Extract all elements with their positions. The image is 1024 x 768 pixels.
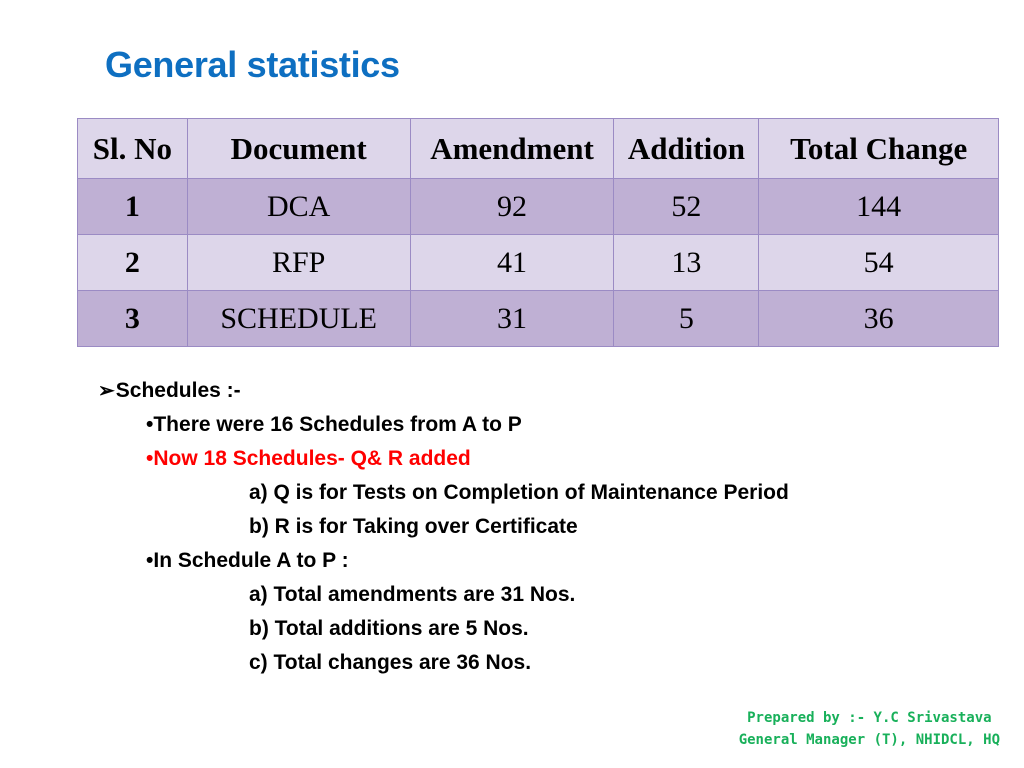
cell-total-change: 36 [758, 290, 999, 347]
note-subitem: b) R is for Taking over Certificate [249, 515, 578, 538]
note-subitem: a) Total amendments are 31 Nos. [249, 583, 576, 606]
header-document: Document [186, 118, 411, 179]
note-item: •In Schedule A to P : [98, 544, 789, 578]
table-row: 1 DCA 92 52 144 [77, 178, 999, 235]
cell-amendment: 31 [409, 290, 615, 347]
header-sl-no: Sl. No [77, 118, 188, 179]
table-header-row: Sl. No Document Amendment Addition Total… [77, 118, 999, 179]
cell-addition: 13 [613, 234, 760, 291]
note-text: There were 16 Schedules from A to P [153, 413, 522, 436]
schedules-heading: ➢Schedules :- [98, 374, 789, 408]
cell-sl-no: 2 [77, 234, 188, 291]
author-footer: Prepared by :- Y.C Srivastava General Ma… [739, 707, 1000, 751]
table-row: 3 SCHEDULE 31 5 36 [77, 290, 999, 347]
cell-document: DCA [186, 178, 411, 235]
table-row: 2 RFP 41 13 54 [77, 234, 999, 291]
footer-prepared-by: Prepared by :- Y.C Srivastava [747, 710, 992, 726]
cell-addition: 5 [613, 290, 760, 347]
bullet-icon: • [146, 549, 154, 572]
bullet-icon: • [146, 447, 154, 470]
schedules-heading-text: Schedules :- [115, 379, 241, 402]
note-item-highlight: •Now 18 Schedules- Q& R added [98, 442, 789, 476]
cell-addition: 52 [613, 178, 760, 235]
note-subitem: a) Q is for Tests on Completion of Maint… [249, 481, 789, 504]
schedules-notes: ➢Schedules :- •There were 16 Schedules f… [98, 374, 789, 680]
cell-amendment: 41 [409, 234, 615, 291]
note-text: Now 18 Schedules- Q& R added [153, 447, 471, 470]
bullet-icon: • [146, 413, 154, 436]
statistics-table: Sl. No Document Amendment Addition Total… [77, 118, 999, 347]
cell-document: RFP [186, 234, 411, 291]
cell-total-change: 54 [758, 234, 999, 291]
note-item: •There were 16 Schedules from A to P [98, 408, 789, 442]
header-total-change: Total Change [758, 118, 999, 179]
arrow-bullet-icon: ➢ [98, 380, 115, 402]
page-title: General statistics [105, 44, 400, 85]
note-subitem: c) Total changes are 36 Nos. [249, 651, 532, 674]
header-amendment: Amendment [409, 118, 615, 179]
footer-designation: General Manager (T), NHIDCL, HQ [738, 732, 1000, 748]
cell-document: SCHEDULE [186, 290, 411, 347]
cell-sl-no: 1 [77, 178, 188, 235]
cell-total-change: 144 [758, 178, 999, 235]
note-subitem: b) Total additions are 5 Nos. [249, 617, 529, 640]
note-text: In Schedule A to P : [153, 549, 349, 572]
header-addition: Addition [613, 118, 760, 179]
cell-sl-no: 3 [77, 290, 188, 347]
cell-amendment: 92 [409, 178, 615, 235]
